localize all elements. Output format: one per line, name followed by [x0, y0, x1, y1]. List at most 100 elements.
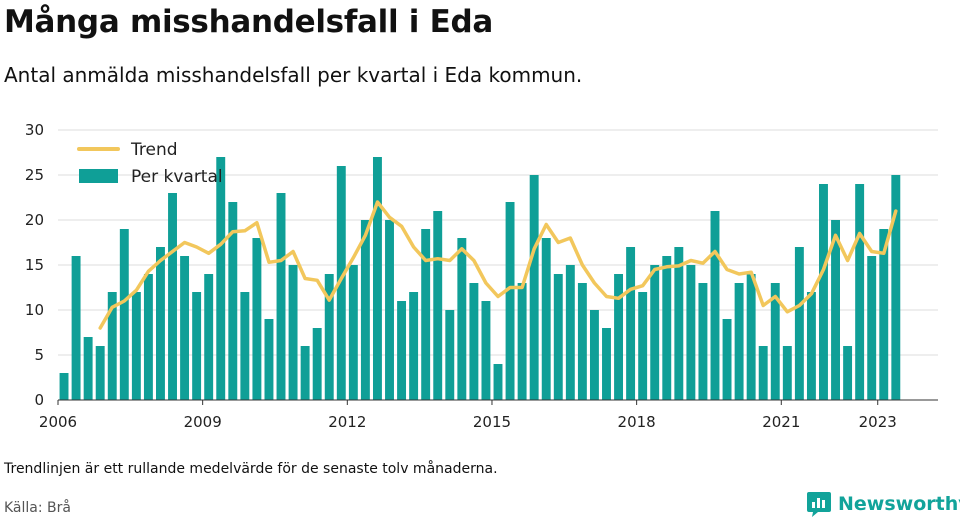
bar	[758, 346, 768, 400]
y-tick-label: 10	[25, 301, 44, 319]
bar	[83, 337, 93, 400]
bar	[577, 283, 587, 400]
bar	[348, 265, 358, 400]
bar	[168, 193, 177, 400]
newsworthy-icon	[807, 492, 831, 517]
bar	[252, 238, 262, 400]
bar	[71, 256, 81, 400]
y-tick-label: 0	[34, 391, 44, 409]
y-tick-label: 25	[25, 166, 44, 184]
bar	[674, 247, 684, 400]
legend: Trend Per kvartal	[77, 140, 223, 187]
bar	[216, 157, 226, 400]
x-tick-label: 2015	[473, 413, 511, 431]
bar	[372, 157, 382, 400]
footnote: Trendlinjen är ett rullande medelvärde f…	[4, 461, 498, 477]
bar	[746, 274, 756, 400]
bar	[541, 238, 551, 400]
bar	[131, 292, 141, 400]
x-tick-label: 2023	[859, 413, 897, 431]
bar	[770, 283, 780, 400]
bar	[360, 220, 370, 400]
bar	[867, 256, 877, 400]
bar	[204, 274, 214, 400]
y-gridlines	[58, 129, 938, 356]
bar	[794, 247, 804, 400]
y-tick-label: 15	[25, 256, 44, 274]
bar	[481, 301, 491, 400]
bar	[469, 283, 479, 400]
bar	[782, 346, 792, 400]
legend-bar-swatch	[79, 169, 118, 183]
bar	[156, 247, 165, 400]
source: Källa: Brå	[4, 500, 71, 516]
brand-logo: Newsworthy	[806, 490, 960, 518]
bar	[336, 166, 346, 400]
bar	[662, 256, 672, 400]
chart-subtitle: Antal anmälda misshandelsfall per kvarta…	[4, 63, 583, 87]
bar	[710, 211, 720, 400]
bar	[553, 274, 563, 400]
bar	[891, 175, 901, 400]
bar	[433, 211, 443, 400]
trend-line	[98, 200, 898, 330]
bar	[722, 319, 732, 400]
x-tick-label: 2021	[762, 413, 800, 431]
bar	[300, 346, 310, 400]
bar	[457, 238, 467, 400]
bar	[445, 310, 455, 400]
x-tick-label: 2006	[39, 413, 77, 431]
bar	[385, 220, 394, 400]
bar	[95, 346, 105, 400]
bar-series	[59, 157, 901, 400]
legend-bar-label: Per kvartal	[131, 167, 223, 187]
bar	[819, 184, 828, 400]
bar	[734, 283, 744, 400]
bar	[143, 274, 153, 400]
bar	[879, 229, 889, 400]
bar	[626, 247, 636, 400]
brand-name: Newsworthy	[838, 493, 960, 515]
bar	[505, 202, 515, 400]
bar	[638, 292, 648, 400]
bar	[698, 283, 708, 400]
bar	[107, 292, 117, 400]
bar	[855, 184, 865, 400]
chart-title: Många misshandelsfall i Eda	[4, 4, 493, 40]
bar	[192, 292, 202, 400]
bar	[409, 292, 419, 400]
bar	[119, 229, 129, 400]
bar	[276, 193, 286, 400]
y-tick-labels: 0 5 10 15 20 25 30	[25, 121, 44, 409]
bar	[288, 265, 298, 400]
x-tick-labels: 2006 2009 2012 2015 2018 2021 2023	[39, 400, 897, 431]
bar	[59, 373, 69, 400]
bar	[324, 274, 334, 400]
bar	[843, 346, 853, 400]
bar	[602, 328, 611, 400]
bar	[686, 265, 696, 400]
bar	[517, 283, 527, 400]
bar	[264, 319, 274, 400]
bar	[493, 364, 503, 400]
x-tick-label: 2018	[618, 413, 656, 431]
chart: 0 5 10 15 20 25 30 2006 2009 2012 2015 2018 2021 202…	[25, 121, 938, 431]
bar	[312, 328, 322, 400]
bar	[397, 301, 407, 400]
y-tick-label: 5	[34, 346, 44, 364]
bar	[529, 175, 539, 400]
bar	[421, 229, 431, 400]
bar	[240, 292, 250, 400]
bar	[228, 202, 238, 400]
y-tick-label: 20	[25, 211, 44, 229]
bar	[180, 256, 190, 400]
bar	[614, 274, 624, 400]
y-tick-label: 30	[25, 121, 44, 139]
bar	[831, 220, 840, 400]
x-tick-label: 2012	[328, 413, 366, 431]
legend-trend-label: Trend	[130, 140, 178, 160]
bar	[650, 265, 660, 400]
x-tick-label: 2009	[184, 413, 222, 431]
bar	[806, 292, 816, 400]
bar	[565, 265, 575, 400]
